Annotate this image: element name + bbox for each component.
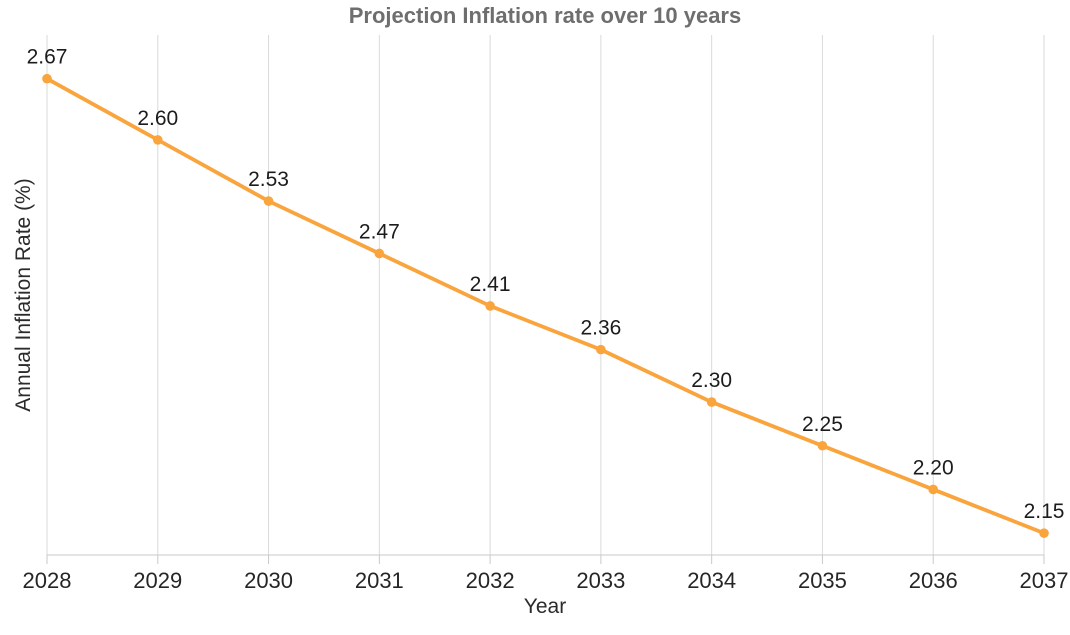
x-tick-label: 2028 bbox=[23, 568, 72, 593]
data-point-labels: 2.67 2.60 2.53 2.47 2.41 2.36 2.30 2.25 2.20 2.15 bbox=[27, 46, 1065, 523]
data-point-label: 2.30 bbox=[691, 369, 732, 392]
x-axis-title: Year bbox=[524, 595, 566, 618]
data-point-label: 2.41 bbox=[470, 273, 511, 296]
x-tick-label: 2036 bbox=[909, 568, 958, 593]
data-point-label: 2.47 bbox=[359, 220, 400, 243]
x-tick-label: 2037 bbox=[1020, 568, 1069, 593]
data-point-label: 2.36 bbox=[580, 317, 621, 340]
gridlines bbox=[46, 35, 1045, 555]
x-axis-tick-labels: 2028 2029 2030 2031 2032 2033 2034 2035 2036 2037 bbox=[23, 568, 1069, 593]
x-tick-label: 2029 bbox=[133, 568, 182, 593]
data-point-marker bbox=[263, 196, 274, 206]
data-point-label: 2.20 bbox=[913, 456, 954, 479]
x-tick-label: 2033 bbox=[576, 568, 625, 593]
data-point-marker bbox=[596, 344, 606, 355]
data-point-label: 2.67 bbox=[27, 46, 68, 69]
data-point-label: 2.53 bbox=[248, 168, 289, 191]
x-tick-label: 2034 bbox=[687, 568, 736, 593]
inflation-line-series bbox=[42, 73, 1049, 538]
x-tick-label: 2032 bbox=[466, 568, 515, 593]
data-point-label: 2.15 bbox=[1024, 500, 1065, 523]
y-axis-title: Annual Inflation Rate (%) bbox=[12, 178, 35, 411]
data-point-marker bbox=[928, 484, 939, 495]
x-axis bbox=[46, 554, 1045, 564]
x-tick-label: 2035 bbox=[798, 568, 847, 593]
data-point-marker bbox=[374, 248, 385, 259]
x-tick-label: 2031 bbox=[355, 568, 404, 593]
data-point-marker bbox=[152, 135, 163, 145]
data-point-label: 2.25 bbox=[802, 413, 843, 436]
data-point-marker bbox=[706, 397, 717, 407]
series-line bbox=[45, 76, 1046, 536]
data-point-marker bbox=[485, 301, 495, 311]
data-point-marker bbox=[42, 73, 52, 84]
x-tick-label: 2030 bbox=[244, 568, 293, 593]
data-point-label: 2.60 bbox=[137, 107, 178, 130]
chart-title: Projection Inflation rate over 10 years bbox=[349, 3, 741, 28]
data-point-marker bbox=[1039, 528, 1049, 538]
data-point-marker bbox=[817, 440, 828, 451]
